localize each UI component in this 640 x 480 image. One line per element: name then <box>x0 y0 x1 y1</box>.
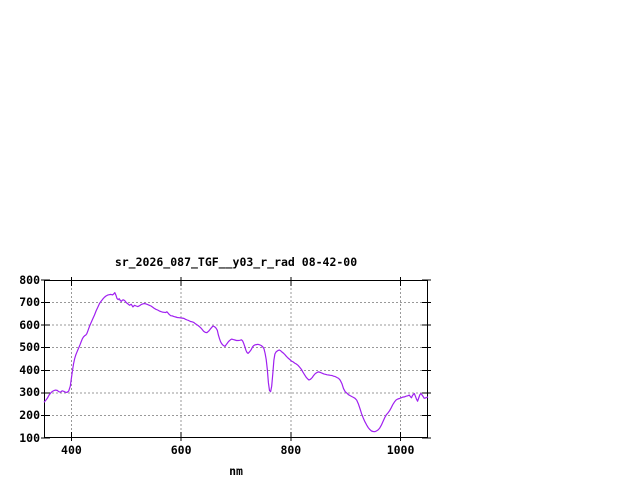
x-tick-label: 600 <box>170 443 192 457</box>
x-tick-label: 800 <box>280 443 302 457</box>
y-tick-label: 700 <box>19 295 40 310</box>
y-tick-label: 800 <box>19 272 40 287</box>
plot-border <box>44 280 428 438</box>
y-tick-label: 200 <box>19 407 40 422</box>
y-tick-label: 300 <box>19 385 40 400</box>
x-tick-label: 400 <box>61 443 82 457</box>
chart-title: sr_2026_087_TGF__y03_r_rad 08-42-00 <box>114 255 358 269</box>
x-tick-label: 1000 <box>386 443 415 457</box>
y-tick-label: 500 <box>19 340 40 355</box>
y-tick-label: 400 <box>19 362 40 377</box>
x-axis-label: nm <box>229 464 243 478</box>
y-tick-label: 100 <box>19 430 40 445</box>
data-line <box>43 292 429 433</box>
y-tick-label: 600 <box>19 317 40 332</box>
